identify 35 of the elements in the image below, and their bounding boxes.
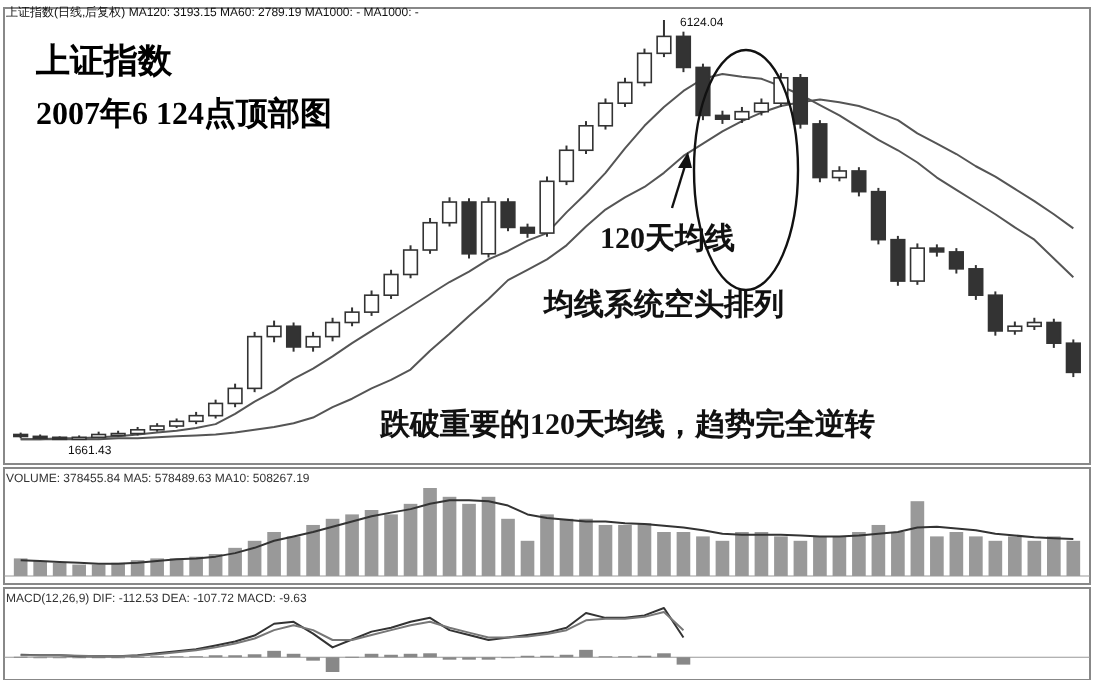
candlestick	[402, 244, 419, 280]
candlestick	[890, 234, 906, 287]
candlestick	[1046, 317, 1062, 349]
text: 2007年6 124点顶部图	[36, 96, 332, 132]
candlestick	[227, 382, 243, 409]
candlestick	[656, 19, 672, 59]
candlestick	[792, 73, 809, 130]
candlestick	[285, 321, 302, 353]
candlestick	[383, 268, 399, 300]
candlestick	[578, 120, 594, 156]
candlestick	[968, 264, 984, 301]
candlestick	[441, 196, 458, 228]
candlestick	[909, 242, 925, 286]
candlestick	[987, 290, 1003, 337]
candlestick	[500, 197, 516, 233]
candlestick	[1065, 338, 1081, 379]
candlestick	[870, 186, 887, 246]
candlestick	[324, 316, 341, 343]
candlestick	[636, 47, 653, 88]
text: 上证指数	[34, 42, 174, 80]
annotation: 跌破重要的120天均线，趋势完全逆转	[378, 406, 875, 442]
candlestick	[558, 144, 575, 187]
candlestick	[617, 76, 633, 108]
candlestick	[344, 306, 360, 328]
candlestick	[422, 217, 438, 255]
candlestick	[597, 97, 614, 131]
candlestick	[305, 330, 321, 353]
candlestick	[675, 30, 692, 74]
candlestick	[363, 289, 380, 317]
candlestick	[207, 398, 224, 420]
candlestick	[266, 319, 282, 344]
annotation: 120天均线	[600, 222, 735, 256]
annotation: 均线系统空头排列	[542, 286, 784, 322]
candlestick	[851, 166, 867, 198]
candlestick	[948, 247, 964, 275]
